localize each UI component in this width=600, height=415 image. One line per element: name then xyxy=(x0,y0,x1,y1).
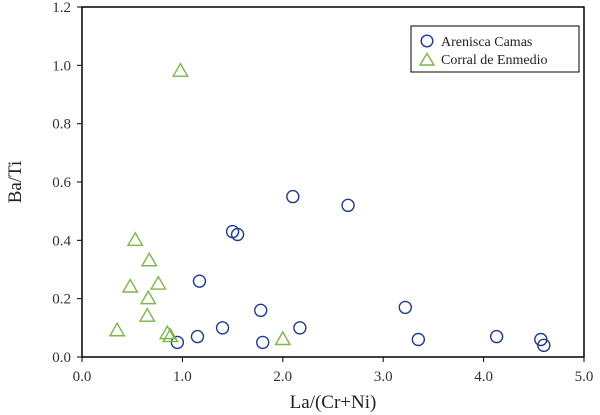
y-tick-label: 0.0 xyxy=(52,350,71,366)
x-tick-label: 4.0 xyxy=(474,369,493,385)
point-corral-de-enmedio xyxy=(171,62,189,77)
point-corral-de-enmedio xyxy=(108,321,126,337)
point-corral-de-enmedio xyxy=(140,251,158,267)
point-corral-de-enmedio xyxy=(274,330,292,346)
legend-box xyxy=(410,25,580,73)
point-arenisca-camas xyxy=(411,332,426,347)
point-arenisca-camas xyxy=(398,300,412,315)
point-arenisca-camas xyxy=(170,335,185,350)
y-tick-label: 0.8 xyxy=(52,117,71,133)
y-axis-title: Ba/Ti xyxy=(5,161,26,204)
point-arenisca-camas xyxy=(341,198,355,213)
x-tick-label: 1.0 xyxy=(173,369,192,385)
y-tick-label: 1.2 xyxy=(52,0,71,16)
point-arenisca-camas xyxy=(286,189,300,204)
legend: Arenisca Camas Corral de Enmedio xyxy=(410,25,580,73)
point-corral-de-enmedio xyxy=(138,307,156,322)
point-corral-de-enmedio xyxy=(158,324,176,340)
y-tick-label: 1.0 xyxy=(52,58,71,74)
point-corral-de-enmedio xyxy=(126,231,144,247)
x-tick-label: 3.0 xyxy=(374,369,393,385)
point-corral-de-enmedio xyxy=(121,278,139,293)
legend-label-corral-de-enmedio: Corral de Enmedio xyxy=(441,53,548,68)
point-arenisca-camas xyxy=(489,329,504,344)
point-corral-de-enmedio xyxy=(161,327,179,343)
point-arenisca-camas xyxy=(293,321,307,335)
legend-marker-triangle xyxy=(418,52,436,66)
y-tick-label: 0.6 xyxy=(52,175,71,191)
y-tick-label: 0.4 xyxy=(52,233,71,249)
point-arenisca-camas xyxy=(190,329,205,344)
x-tick-label: 2.0 xyxy=(273,369,292,385)
point-corral-de-enmedio xyxy=(139,289,157,305)
x-axis-title: La/(Cr+Ni) xyxy=(290,392,377,413)
point-arenisca-camas xyxy=(256,335,270,350)
point-arenisca-camas xyxy=(537,338,551,353)
point-corral-de-enmedio xyxy=(149,275,167,290)
point-arenisca-camas xyxy=(215,321,230,335)
point-arenisca-camas xyxy=(230,227,245,242)
legend-marker-circle xyxy=(420,34,434,48)
x-tick-label: 0.0 xyxy=(73,369,92,385)
point-arenisca-camas xyxy=(254,303,268,318)
legend-label-arenisca-camas: Arenisca Camas xyxy=(441,35,532,50)
x-tick-label: 5.0 xyxy=(575,369,594,385)
y-tick-label: 0.2 xyxy=(52,292,71,308)
point-arenisca-camas xyxy=(192,274,207,288)
